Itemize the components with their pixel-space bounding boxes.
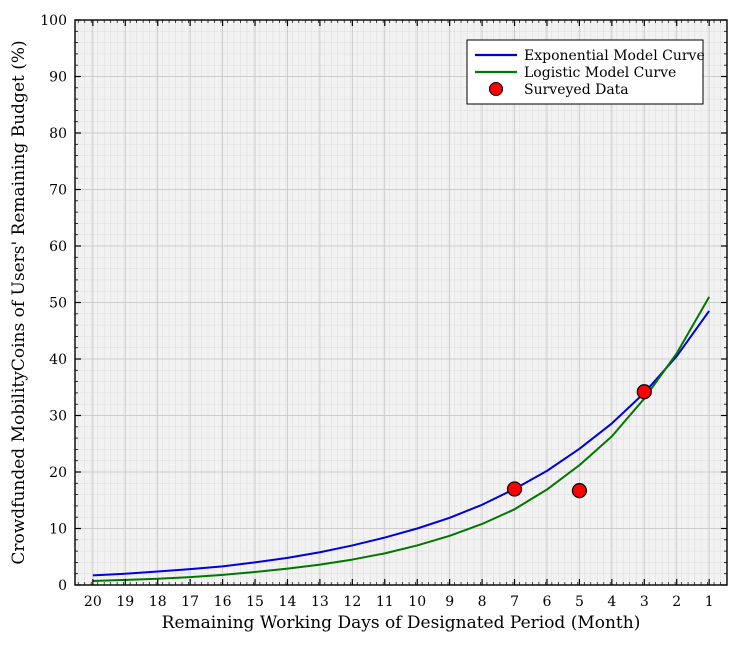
x-tick-label: 3 bbox=[640, 594, 649, 610]
x-tick-label: 9 bbox=[445, 594, 454, 610]
y-tick-label: 60 bbox=[49, 239, 67, 255]
data-point bbox=[636, 384, 652, 400]
x-tick-label: 4 bbox=[607, 594, 616, 610]
data-point bbox=[571, 483, 588, 499]
y-tick-label: 10 bbox=[49, 522, 67, 538]
x-tick-label: 6 bbox=[543, 594, 552, 610]
x-tick-label: 13 bbox=[311, 594, 329, 610]
axis-ticks bbox=[75, 19, 728, 586]
y-tick-label: 0 bbox=[58, 578, 67, 594]
x-tick-label: 20 bbox=[84, 594, 102, 610]
y-tick-label: 70 bbox=[49, 183, 67, 199]
x-tick-label: 14 bbox=[279, 594, 297, 610]
legend-label: Logistic Model Curve bbox=[524, 65, 676, 81]
y-axis-title: Crowdfunded MobilityCoins of Users' Rema… bbox=[9, 40, 29, 564]
major-grid bbox=[75, 19, 727, 586]
legend-label: Exponential Model Curve bbox=[524, 48, 705, 64]
legend-label: Surveyed Data bbox=[524, 82, 629, 98]
y-tick-label: 80 bbox=[49, 126, 67, 142]
x-tick-label: 15 bbox=[246, 594, 264, 610]
x-tick-label: 2 bbox=[672, 594, 681, 610]
y-tick-label: 40 bbox=[49, 352, 67, 368]
series-layer bbox=[92, 296, 711, 583]
x-tick-label: 7 bbox=[510, 594, 519, 610]
x-tick-label: 17 bbox=[181, 594, 199, 610]
legend-marker-swatch bbox=[488, 81, 504, 97]
y-tick-label: 30 bbox=[49, 409, 67, 425]
x-tick-label: 5 bbox=[575, 594, 584, 610]
series-line bbox=[92, 296, 711, 583]
x-tick-label: 19 bbox=[116, 594, 134, 610]
x-tick-label: 16 bbox=[214, 594, 232, 610]
x-tick-label: 11 bbox=[376, 594, 394, 610]
y-tick-label: 90 bbox=[49, 70, 67, 86]
x-tick-label: 18 bbox=[149, 594, 167, 610]
x-tick-label: 10 bbox=[408, 594, 426, 610]
x-tick-label: 12 bbox=[343, 594, 361, 610]
series-line bbox=[92, 310, 710, 577]
x-axis-title: Remaining Working Days of Designated Per… bbox=[162, 613, 641, 633]
x-tick-label: 8 bbox=[478, 594, 487, 610]
y-tick-label: 20 bbox=[49, 465, 67, 481]
y-tick-label: 50 bbox=[49, 296, 67, 312]
data-point bbox=[506, 481, 523, 497]
x-tick-label: 1 bbox=[705, 594, 714, 610]
y-tick-label: 100 bbox=[40, 13, 67, 29]
